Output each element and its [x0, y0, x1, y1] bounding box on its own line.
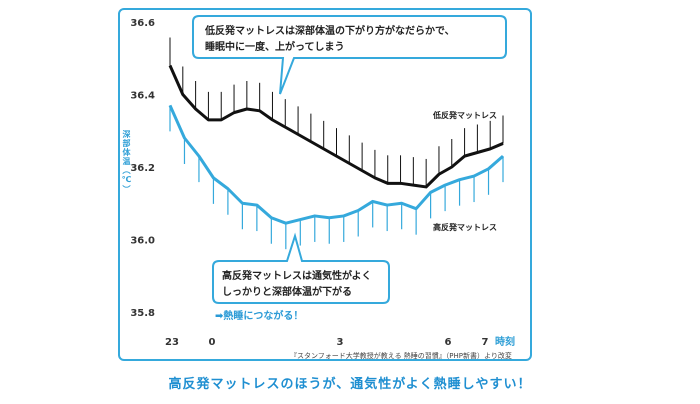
annotation-bottom-bubble: 高反発マットレスは通気性がよく しっかりと深部体温が下がる [212, 232, 390, 304]
y-tick-label: 36.2 [130, 163, 155, 174]
series-line-low-rebound [168, 64, 504, 189]
x-tick-label: 7 [482, 337, 489, 348]
series-line-high-rebound [168, 104, 504, 225]
source-note: 『スタンフォード大学教授が教える 熱睡の習慣』（PHP新書）より改変 [290, 351, 512, 360]
y-tick-label: 36.6 [130, 18, 155, 29]
y-tick-label: 36.4 [130, 91, 155, 102]
top-bubble-line-1: 低反発マットレスは深部体温の下がり方がなだらかで、 [204, 24, 455, 37]
chart-frame [118, 8, 532, 361]
bottom-bubble-line-2: しっかりと深部体温が下がる [222, 285, 352, 298]
x-tick-label: 23 [165, 337, 179, 348]
x-tick-label: 3 [337, 337, 344, 348]
y-axis-label: 深部体温（℃） [122, 130, 131, 194]
annotation-top-bubble: 低反発マットレスは深部体温の下がり方がなだらかで、 睡眠中に一度、上がってしまう [192, 15, 507, 95]
y-tick-label: 35.8 [130, 308, 155, 319]
series-label-low-rebound: 低反発マットレス [432, 110, 497, 120]
x-axis-unit: 時刻 [495, 335, 515, 348]
series-label-high-rebound: 高反発マットレス [433, 222, 497, 232]
x-tick-label: 0 [209, 337, 216, 348]
bottom-bubble-line-1: 高反発マットレスは通気性がよく [222, 269, 372, 282]
top-bubble-line-2: 睡眠中に一度、上がってしまう [205, 40, 345, 53]
arrow-note: ➡熱睡につながる！ [215, 309, 303, 322]
y-tick-label: 36.0 [130, 236, 155, 247]
footer-caption: 高反発マットレスのほうが、通気性がよく熱睡しやすい！ [168, 377, 532, 392]
x-tick-label: 6 [445, 337, 452, 348]
